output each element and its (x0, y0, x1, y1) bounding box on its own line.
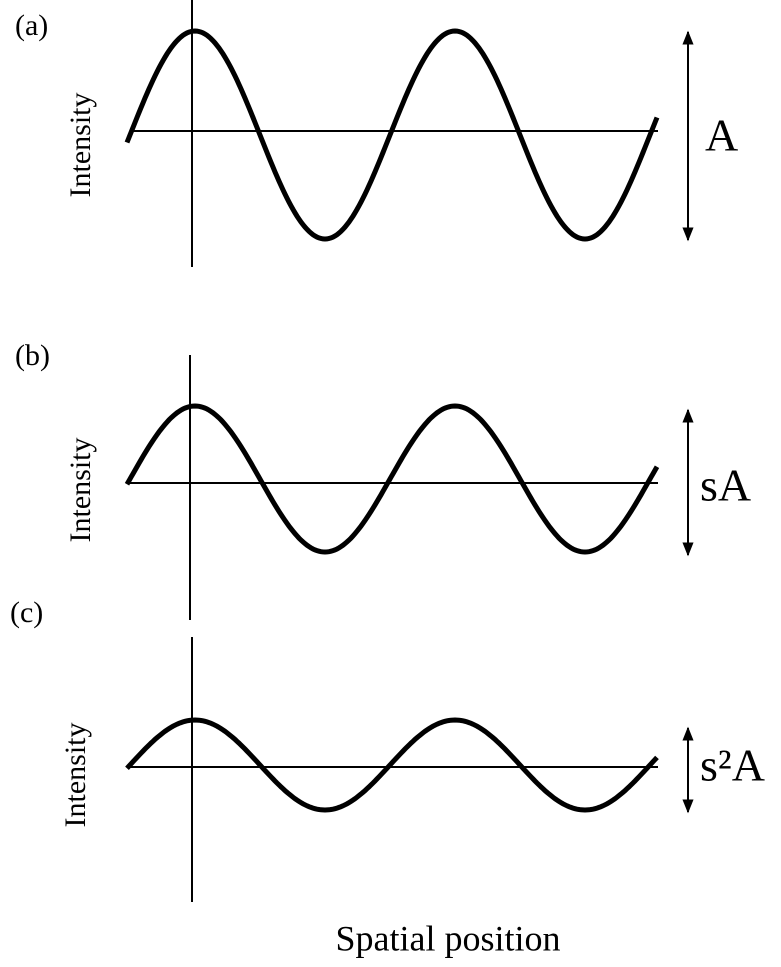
wave (124, 28, 660, 242)
panel-label: (c) (10, 596, 43, 629)
amplitude-label: A (705, 110, 738, 161)
y-axis-label: Intensity (64, 93, 97, 198)
panel-label: (a) (15, 9, 48, 42)
x-axis-label: Spatial position (336, 918, 561, 958)
panel-label: (b) (15, 339, 50, 372)
y-axis-label: Intensity (59, 723, 92, 828)
amplitude-label: sA (700, 460, 751, 511)
amplitude-label: s²A (700, 740, 765, 791)
wave (125, 717, 659, 813)
wave (124, 403, 660, 555)
y-axis-label: Intensity (64, 438, 97, 543)
